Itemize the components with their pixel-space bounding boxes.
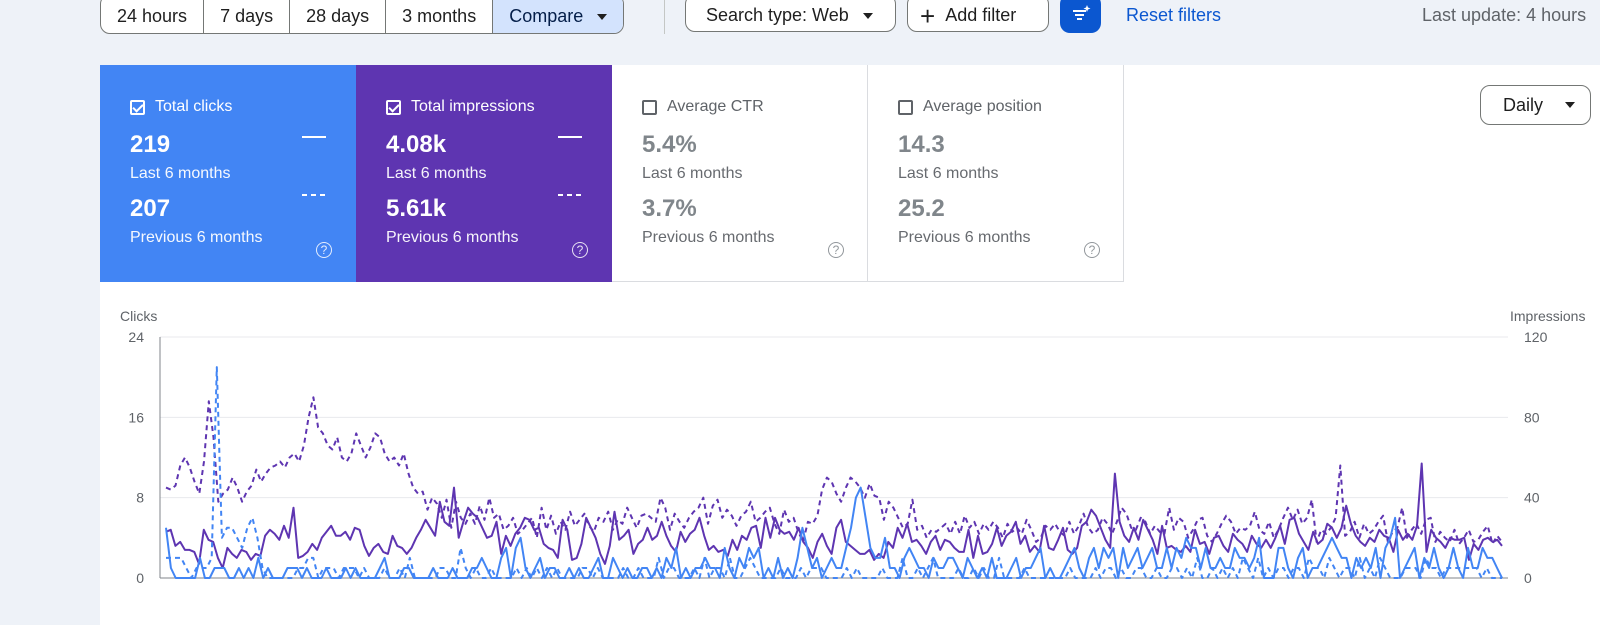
filter-settings-button[interactable] — [1060, 0, 1101, 33]
metric-label: Total clicks — [155, 98, 233, 115]
metric-current-value: 5.4% — [642, 131, 697, 158]
checkbox-checked-icon[interactable] — [386, 99, 401, 115]
help-icon[interactable]: ? — [316, 242, 332, 258]
y-tick-label-left: 8 — [136, 490, 144, 506]
chevron-down-icon — [862, 12, 873, 19]
checkbox-unchecked-icon[interactable] — [642, 99, 657, 115]
help-icon[interactable]: ? — [828, 242, 844, 258]
metric-previous-value: 207 — [130, 195, 171, 222]
range-28-days[interactable]: 28 days — [290, 0, 387, 33]
add-filter-label: Add filter — [945, 5, 1017, 25]
y-tick-label-left: 24 — [128, 329, 144, 345]
checkbox-unchecked-icon[interactable] — [898, 99, 913, 115]
impressions-last-series-line — [165, 462, 1503, 569]
metric-previous-period: Previous 6 months — [642, 229, 775, 246]
range-24-hours[interactable]: 24 hours — [101, 0, 205, 33]
compare-dropdown[interactable]: Compare — [493, 0, 624, 33]
y-tick-label-right: 120 — [1524, 329, 1548, 345]
metric-current-period: Last 6 months — [898, 165, 999, 182]
metric-previous-period: Previous 6 months — [130, 229, 263, 246]
chevron-down-icon — [597, 13, 608, 20]
metric-card-total-clicks[interactable]: Total clicks 219 Last 6 months 207 Previ… — [100, 65, 356, 282]
dashed-line-legend-icon — [302, 194, 326, 196]
plus-icon: + — [920, 0, 936, 31]
clicks-last-series-line — [165, 486, 1503, 579]
metric-current-period: Last 6 months — [130, 165, 231, 182]
help-icon[interactable]: ? — [1084, 242, 1100, 258]
y-axis-right-title: Impressions — [1510, 308, 1586, 324]
range-7-days[interactable]: 7 days — [204, 0, 291, 33]
metric-current-value: 219 — [130, 131, 171, 158]
search-type-label: Search type: Web — [706, 5, 849, 25]
performance-panel: Total clicks 219 Last 6 months 207 Previ… — [100, 65, 1600, 625]
y-tick-label-left: 16 — [128, 409, 144, 425]
metric-label: Total impressions — [411, 98, 535, 115]
metric-current-value: 14.3 — [898, 131, 945, 158]
granularity-label: Daily — [1503, 94, 1544, 115]
checkbox-checked-icon[interactable] — [130, 99, 145, 115]
y-tick-label-left: 0 — [136, 570, 144, 586]
solid-line-legend-icon — [558, 136, 582, 138]
search-type-dropdown[interactable]: Search type: Web — [685, 0, 896, 32]
y-axis-left-title: Clicks — [120, 308, 158, 324]
chevron-down-icon — [1565, 102, 1576, 108]
last-update-text: Last update: 4 hours — [1422, 5, 1587, 25]
metric-current-period: Last 6 months — [642, 165, 743, 182]
metric-previous-period: Previous 6 months — [898, 229, 1031, 246]
help-icon[interactable]: ? — [572, 242, 588, 258]
metric-previous-period: Previous 6 months — [386, 229, 519, 246]
add-filter-button[interactable]: + Add filter — [907, 0, 1049, 32]
metric-card-average-position[interactable]: Average position 14.3 Last 6 months 25.2… — [868, 65, 1124, 282]
compare-label: Compare — [509, 6, 584, 26]
impressions-previous-series-line — [165, 396, 1503, 545]
y-tick-label-right: 0 — [1524, 570, 1532, 586]
metric-previous-value: 25.2 — [898, 195, 945, 222]
metric-label: Average CTR — [667, 98, 764, 115]
y-tick-label-right: 40 — [1524, 490, 1540, 506]
dashed-line-legend-icon — [558, 194, 582, 196]
metric-current-value: 4.08k — [386, 131, 447, 158]
range-3-months[interactable]: 3 months — [386, 0, 494, 33]
metric-current-period: Last 6 months — [386, 165, 487, 182]
granularity-dropdown[interactable]: Daily — [1480, 85, 1591, 125]
performance-line-chart: 24 120 16 80 8 40 0 0 — [128, 329, 1548, 586]
filter-sparkle-icon — [1072, 4, 1090, 20]
clicks-previous-series-line — [166, 366, 1502, 579]
date-range-selector: 24 hours 7 days 28 days 3 months Compare — [100, 0, 625, 34]
y-tick-label-right: 80 — [1524, 409, 1540, 425]
metric-card-average-ctr[interactable]: Average CTR 5.4% Last 6 months 3.7% Prev… — [612, 65, 868, 282]
divider — [664, 0, 665, 34]
reset-filters-link[interactable]: Reset filters — [1126, 5, 1222, 25]
solid-line-legend-icon — [302, 136, 326, 138]
metric-label: Average position — [923, 98, 1042, 115]
metric-previous-value: 3.7% — [642, 195, 697, 222]
metric-previous-value: 5.61k — [386, 195, 447, 222]
metric-card-total-impressions[interactable]: Total impressions 4.08k Last 6 months 5.… — [356, 65, 612, 282]
